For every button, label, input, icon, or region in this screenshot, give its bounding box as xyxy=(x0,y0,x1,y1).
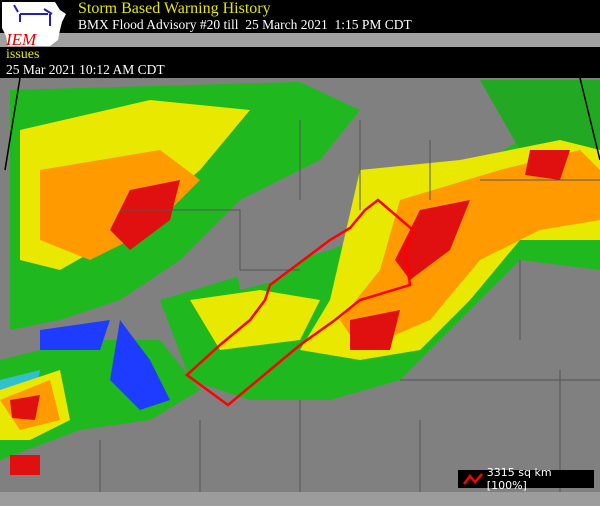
polygon-area: 3315 sq km [100%] xyxy=(486,466,552,492)
logo-text: IEM xyxy=(5,30,37,48)
radar-echoes xyxy=(0,80,600,492)
warning-subtitle: BMX Flood Advisory #20 till 25 March 202… xyxy=(78,17,412,32)
county-borders xyxy=(99,120,600,492)
event-info-box: issues 25 Mar 2021 10:12 AM CDT xyxy=(0,47,600,78)
radar-map[interactable] xyxy=(0,77,600,492)
state-borders xyxy=(4,77,600,171)
event-time: 25 Mar 2021 10:12 AM CDT xyxy=(6,62,165,77)
footer-band xyxy=(0,492,600,506)
header-bar xyxy=(0,0,600,33)
event-action: issues xyxy=(6,47,40,62)
area-legend: 3315 sq km [100%] xyxy=(458,466,594,492)
page-title: Storm Based Warning History xyxy=(78,0,271,17)
iem-logo: IEM xyxy=(0,0,68,49)
header-band xyxy=(0,33,600,47)
warning-polygon[interactable] xyxy=(185,198,415,407)
red-polygon-line-icon xyxy=(463,473,483,485)
